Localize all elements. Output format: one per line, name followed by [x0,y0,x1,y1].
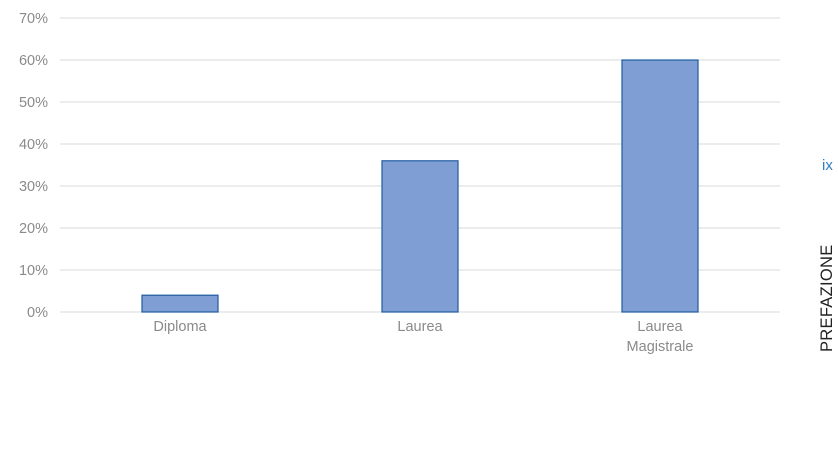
page-number: ix [822,157,833,174]
y-tick-label: 40% [19,137,48,153]
x-tick-label: Laurea [397,319,443,335]
y-tick-label: 20% [19,221,48,237]
y-tick-label: 30% [19,179,48,195]
bar-diploma [141,294,219,313]
section-title: PREFAZIONE [818,244,836,352]
y-tick-label: 60% [19,53,48,69]
y-tick-label: 70% [19,11,48,27]
y-tick-label: 50% [19,95,48,111]
y-tick-label: 0% [27,305,48,321]
y-tick-label: 10% [19,263,48,279]
x-tick-label: Laurea Magistrale [627,319,694,355]
x-tick-label: Diploma [153,319,207,335]
bar-laurea [381,160,459,313]
bar-laurea-magistrale [621,59,699,313]
